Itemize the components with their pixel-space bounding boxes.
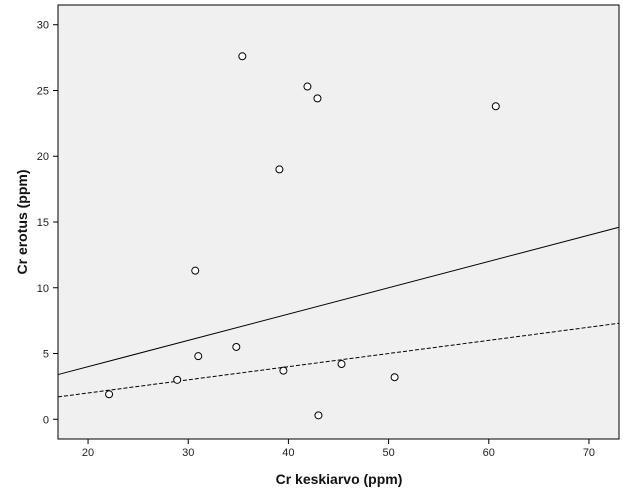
data-point	[173, 375, 182, 384]
fit-lines	[57, 226, 620, 398]
data-points	[105, 52, 500, 420]
data-point	[491, 102, 500, 111]
data-point	[337, 360, 346, 369]
y-axis-title: Cr erotus (ppm)	[14, 170, 30, 275]
x-tick-label: 30	[182, 447, 194, 459]
y-tick-label: 25	[37, 85, 49, 97]
x-axis: 20 30 40 50 60 70	[82, 439, 595, 459]
plot-area	[57, 4, 620, 440]
y-tick-label: 20	[37, 151, 49, 163]
x-tick-label: 60	[483, 447, 495, 459]
y-tick-label: 0	[43, 414, 49, 426]
y-tick-label: 30	[37, 20, 49, 32]
data-point	[194, 352, 203, 361]
x-tick-label: 20	[82, 447, 94, 459]
x-tick-label: 70	[583, 447, 595, 459]
data-point	[303, 82, 312, 91]
y-tick-label: 15	[37, 217, 49, 229]
data-point	[314, 411, 323, 420]
solid-fit-line	[57, 226, 620, 376]
x-tick-label: 50	[382, 447, 394, 459]
data-point	[238, 52, 247, 61]
data-point	[275, 165, 284, 174]
data-point	[191, 266, 200, 275]
y-tick-label: 5	[43, 349, 49, 361]
y-axis: 0 5 10 15 20 25 30	[37, 20, 58, 426]
data-point	[390, 373, 399, 382]
x-tick-label: 40	[282, 447, 294, 459]
y-tick-label: 10	[37, 283, 49, 295]
x-axis-title: Cr keskiarvo (ppm)	[276, 471, 403, 487]
data-point	[313, 94, 322, 103]
data-point	[105, 390, 114, 399]
data-point	[279, 366, 288, 375]
data-point	[232, 342, 241, 351]
dashed-fit-line	[57, 322, 620, 398]
